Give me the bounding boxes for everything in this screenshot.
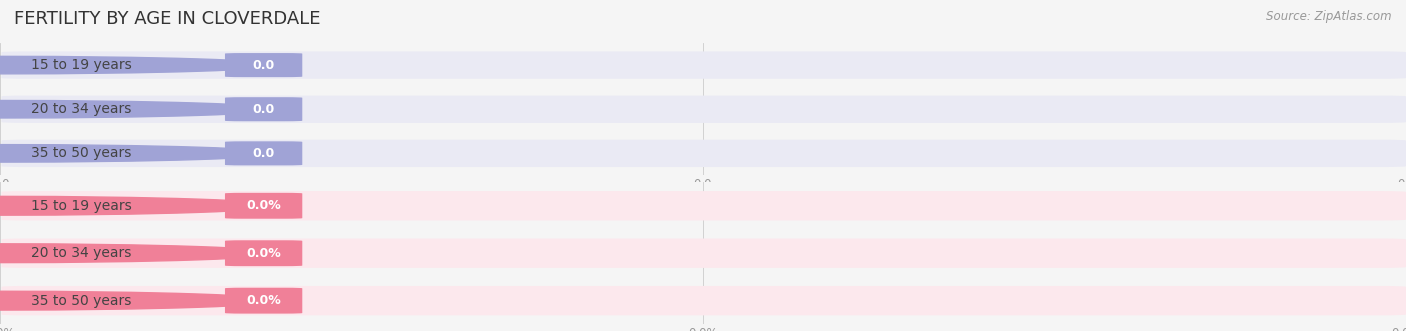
Text: Source: ZipAtlas.com: Source: ZipAtlas.com xyxy=(1267,10,1392,23)
FancyBboxPatch shape xyxy=(225,141,302,166)
Text: FERTILITY BY AGE IN CLOVERDALE: FERTILITY BY AGE IN CLOVERDALE xyxy=(14,10,321,28)
FancyBboxPatch shape xyxy=(225,53,302,77)
FancyBboxPatch shape xyxy=(1,51,1406,79)
Circle shape xyxy=(0,56,278,74)
FancyBboxPatch shape xyxy=(1,96,1406,123)
Text: 0.0%: 0.0% xyxy=(246,247,281,260)
Text: 20 to 34 years: 20 to 34 years xyxy=(31,102,131,116)
Text: 0.0%: 0.0% xyxy=(246,199,281,212)
FancyBboxPatch shape xyxy=(1,286,1406,315)
Circle shape xyxy=(0,145,278,162)
Circle shape xyxy=(0,196,278,215)
FancyBboxPatch shape xyxy=(1,239,1406,268)
Circle shape xyxy=(0,101,278,118)
Text: 0.0: 0.0 xyxy=(253,103,274,116)
Text: 35 to 50 years: 35 to 50 years xyxy=(31,146,131,160)
Circle shape xyxy=(0,244,278,262)
Text: 0.0: 0.0 xyxy=(253,147,274,160)
FancyBboxPatch shape xyxy=(225,240,302,266)
Text: 0.0: 0.0 xyxy=(253,59,274,71)
FancyBboxPatch shape xyxy=(225,288,302,313)
Circle shape xyxy=(0,291,278,310)
Text: 0.0%: 0.0% xyxy=(246,294,281,307)
FancyBboxPatch shape xyxy=(225,97,302,121)
Text: 15 to 19 years: 15 to 19 years xyxy=(31,199,132,213)
FancyBboxPatch shape xyxy=(1,191,1406,220)
Text: 15 to 19 years: 15 to 19 years xyxy=(31,58,132,72)
FancyBboxPatch shape xyxy=(1,140,1406,167)
Text: 20 to 34 years: 20 to 34 years xyxy=(31,246,131,260)
Text: 35 to 50 years: 35 to 50 years xyxy=(31,294,131,307)
FancyBboxPatch shape xyxy=(225,193,302,219)
